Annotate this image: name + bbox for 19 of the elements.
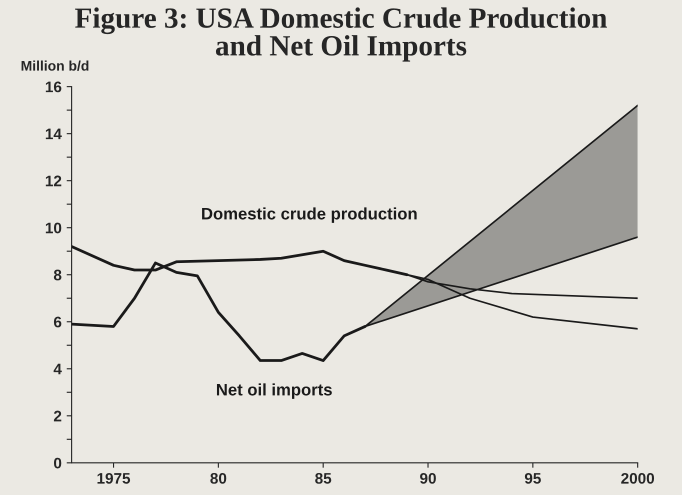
y-tick-label: 2 <box>54 410 62 422</box>
y-tick-label: 8 <box>54 270 62 280</box>
y-tick-label: 16 <box>46 81 62 92</box>
y-tick-label: 12 <box>46 176 62 186</box>
x-tick-label: 1975 <box>98 472 130 484</box>
y-axis-title: Million b/d <box>22 60 88 71</box>
x-tick-label: 85 <box>315 472 332 484</box>
chart-title: Figure 3: USA Domestic Crude Production and Net Oil Imports <box>75 7 607 62</box>
x-tick-label: 2000 <box>621 472 654 484</box>
y-tick-label: 6 <box>54 316 62 328</box>
x-tick-label: 90 <box>420 472 436 484</box>
series-label: Net oil imports <box>216 383 332 399</box>
y-tick-label: 14 <box>46 128 62 140</box>
y-tick-label: 10 <box>46 222 62 234</box>
text: Domestic crude production <box>202 207 417 223</box>
y-tick-label: 4 <box>54 364 62 374</box>
x-tick-label: 95 <box>524 472 541 484</box>
y-tick-label: 0 <box>54 458 62 469</box>
x-tick-label: 80 <box>210 472 226 484</box>
